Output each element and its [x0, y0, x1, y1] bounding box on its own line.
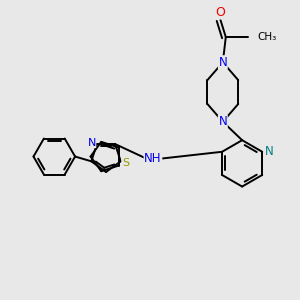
- Text: NH: NH: [144, 152, 162, 165]
- Text: S: S: [122, 158, 129, 168]
- Text: N: N: [218, 56, 227, 69]
- Text: N: N: [264, 145, 273, 158]
- Text: N: N: [218, 115, 227, 128]
- Text: CH₃: CH₃: [257, 32, 276, 42]
- Text: O: O: [215, 6, 225, 19]
- Text: N: N: [87, 137, 96, 148]
